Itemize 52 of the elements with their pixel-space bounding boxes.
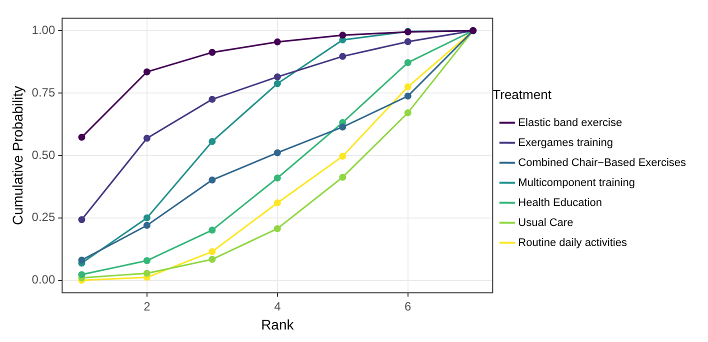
point: [143, 68, 150, 76]
x-tick-label: 2: [144, 299, 151, 314]
legend-label: Combined Chair−Based Exercises: [518, 156, 686, 169]
x-tick-label: 4: [274, 299, 282, 314]
point: [339, 124, 346, 131]
point: [208, 48, 216, 56]
point: [339, 32, 346, 39]
point: [339, 174, 346, 181]
point: [274, 149, 281, 156]
point: [274, 80, 281, 88]
legend-label: Elastic band exercise: [518, 116, 622, 129]
point: [143, 222, 150, 229]
point: [208, 226, 216, 234]
point: [404, 92, 412, 100]
point: [208, 256, 216, 263]
point: [78, 256, 86, 264]
point: [404, 59, 412, 66]
point: [404, 109, 412, 116]
legend-label: Routine daily activities: [518, 236, 628, 249]
y-tick-label: 0.50: [32, 148, 56, 162]
point: [274, 174, 281, 182]
y-axis-title: Cumulative Probability: [9, 86, 26, 226]
point: [78, 271, 86, 278]
point: [143, 214, 150, 222]
legend-label: Exergames training: [518, 136, 613, 149]
x-tick-label: 6: [404, 299, 412, 314]
point: [208, 176, 216, 184]
point: [143, 270, 150, 277]
y-tick-label: 0.25: [32, 210, 56, 224]
point: [78, 216, 86, 224]
point: [274, 199, 281, 206]
legend-label: Usual Care: [518, 216, 574, 229]
point: [208, 138, 216, 146]
point: [339, 52, 346, 60]
point: [274, 38, 281, 46]
y-tick-label: 0.75: [32, 85, 56, 100]
legend-label: Health Education: [518, 196, 602, 209]
x-axis-title: Rank: [261, 316, 295, 332]
point: [274, 225, 281, 232]
point: [208, 96, 216, 103]
y-tick-label: 0.00: [32, 272, 56, 287]
point: [339, 152, 346, 160]
point: [274, 73, 281, 80]
point: [143, 257, 150, 264]
point: [78, 134, 86, 141]
legend-title: Treatment: [492, 86, 552, 102]
point: [404, 38, 412, 46]
point: [208, 248, 216, 256]
legend-label: Multicomponent training: [518, 176, 635, 189]
y-tick-label: 1.00: [32, 22, 56, 37]
point: [404, 83, 412, 90]
point: [143, 134, 150, 142]
